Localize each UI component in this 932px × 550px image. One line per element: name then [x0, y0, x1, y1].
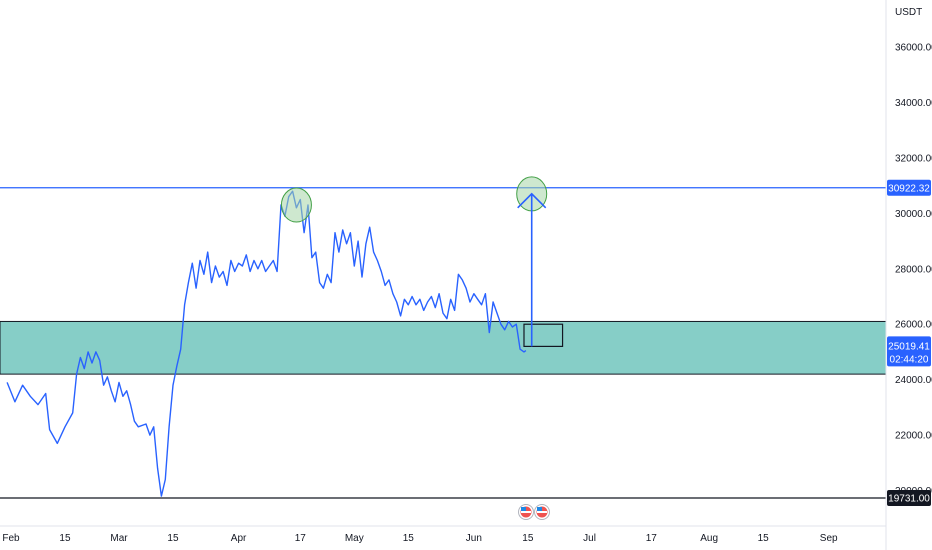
axis-unit-label: USDT	[895, 7, 922, 18]
x-axis-ticks: Feb 15 Mar 15 Apr 17 May 15 Jun 15 Jul 17 Aug 15 Sep	[2, 533, 838, 544]
drawings-layer	[280, 176, 564, 347]
level-price-text-0: 30922.32	[888, 183, 930, 194]
x-tick-label: 15	[59, 533, 71, 544]
x-tick-label: Apr	[231, 533, 247, 544]
us-event-flag-icon[interactable]	[534, 504, 550, 520]
last-price-tag	[887, 336, 931, 367]
x-tick-label: 15	[167, 533, 179, 544]
x-tick-label: 15	[522, 533, 534, 544]
y-tick-label: 36000.00	[895, 43, 932, 54]
x-tick-label: May	[345, 533, 364, 544]
y-tick-label: 34000.00	[895, 98, 932, 109]
level-price-tag-1	[887, 490, 931, 507]
y-tick-label: 32000.00	[895, 153, 932, 164]
countdown-text: 02:44:20	[890, 354, 929, 365]
entry-box[interactable]	[523, 323, 564, 347]
y-tick-label: 22000.00	[895, 431, 932, 442]
x-tick-label: 17	[646, 533, 658, 544]
support-zone[interactable]	[0, 320, 887, 375]
y-axis-ticks: 36000.00 34000.00 32000.00 30000.00 28000.00…	[895, 43, 932, 498]
y-tick-label: 30000.00	[895, 209, 932, 220]
x-tick-label: 17	[295, 533, 307, 544]
price-tags-layer: 30922.32 19731.00 25019.41 02:44:20	[887, 179, 931, 507]
x-tick-label: Feb	[2, 533, 20, 544]
highlight-circle-0[interactable]	[280, 187, 312, 223]
us-event-flag-icon[interactable]	[518, 504, 534, 520]
y-tick-label: 24000.00	[895, 375, 932, 386]
horizontal-levels-layer	[0, 187, 886, 499]
support-zone-layer	[0, 320, 887, 375]
x-tick-label: Jul	[583, 533, 596, 544]
x-tick-label: Jun	[466, 533, 482, 544]
y-tick-label: 28000.00	[895, 264, 932, 275]
x-tick-label: Sep	[820, 533, 838, 544]
projection-arrow-head	[517, 192, 547, 209]
last-price-text: 25019.41	[888, 341, 930, 352]
x-tick-label: 15	[403, 533, 415, 544]
level-price-text-1: 19731.00	[888, 494, 930, 505]
event-icons-layer[interactable]	[518, 504, 550, 520]
y-tick-label: 26000.00	[895, 320, 932, 331]
x-tick-label: Aug	[700, 533, 718, 544]
level-price-tag-0	[887, 179, 931, 196]
x-tick-label: Mar	[110, 533, 128, 544]
x-tick-label: 15	[758, 533, 770, 544]
